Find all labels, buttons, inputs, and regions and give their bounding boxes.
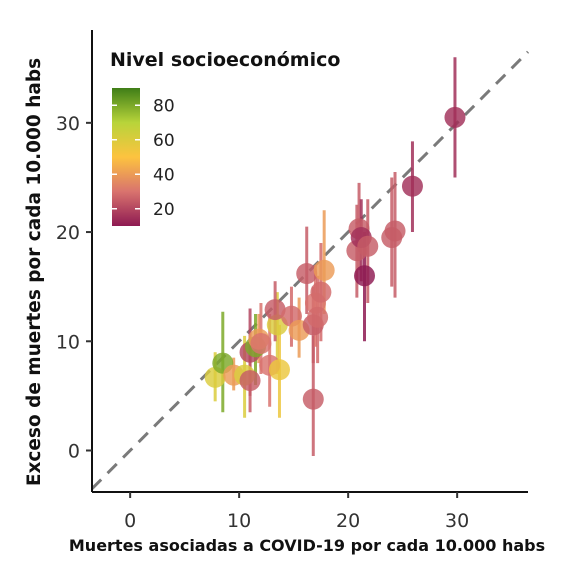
legend-label: 20 [153, 200, 175, 220]
error-bar-layer [213, 57, 457, 456]
y-tick-label: 0 [68, 440, 80, 462]
x-axis-title: Muertes asociadas a COVID-19 por cada 10… [69, 536, 545, 555]
x-tick-label: 30 [445, 510, 469, 532]
point-layer [204, 106, 466, 410]
data-point [354, 265, 375, 287]
x-tick-label: 10 [227, 510, 251, 532]
legend-label: 80 [153, 96, 175, 116]
y-axis-title: Exceso de muertes por cada 10.000 habs [24, 58, 45, 486]
data-point [310, 281, 332, 303]
y-tick-label: 30 [56, 113, 80, 135]
legend-title: Nivel socioeconómico [110, 49, 340, 71]
legend-color-bar [112, 88, 140, 226]
data-point [268, 359, 290, 381]
legend-label: 40 [153, 165, 175, 185]
data-point [239, 370, 261, 392]
y-axis-ticks: 0 10 20 30 [56, 113, 92, 462]
data-point [296, 263, 318, 285]
data-point [384, 220, 406, 242]
x-tick-label: 0 [124, 510, 136, 532]
data-point [302, 388, 324, 410]
data-point [264, 299, 286, 321]
legend-ticks: 80 60 40 20 [112, 96, 175, 220]
x-tick-label: 20 [336, 510, 360, 532]
y-tick-label: 20 [56, 222, 80, 244]
data-point [357, 235, 379, 257]
x-axis-ticks: 0 10 20 30 [124, 492, 469, 532]
data-point [307, 306, 329, 328]
data-point [401, 175, 423, 197]
y-tick-label: 10 [56, 331, 80, 353]
legend: Nivel socioeconómico 80 60 40 20 [110, 49, 340, 226]
data-point [250, 332, 272, 354]
legend-label: 60 [153, 131, 175, 151]
data-point [444, 106, 466, 128]
data-point [313, 259, 335, 281]
